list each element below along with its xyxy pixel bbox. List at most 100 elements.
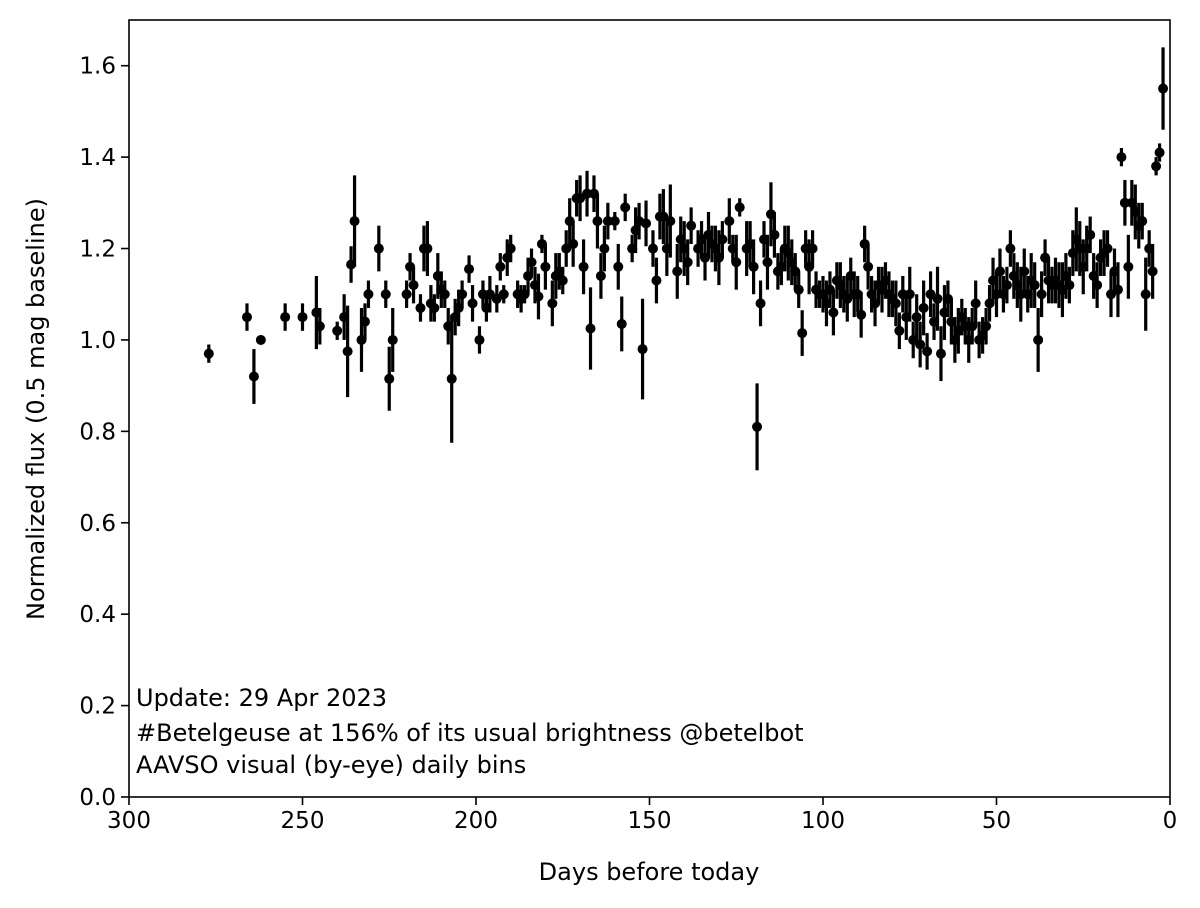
y-tick-label: 0.8 xyxy=(79,419,116,445)
point-marker xyxy=(498,289,509,300)
y-tick-label: 1.2 xyxy=(79,237,116,263)
data-point xyxy=(255,334,266,345)
data-point xyxy=(1036,271,1047,318)
data-point xyxy=(665,184,676,258)
point-marker xyxy=(755,298,766,309)
data-point xyxy=(613,243,624,290)
point-marker xyxy=(731,257,742,268)
data-point xyxy=(932,266,943,331)
point-marker xyxy=(665,216,676,227)
point-marker xyxy=(422,243,433,254)
point-marker xyxy=(373,243,384,254)
data-point xyxy=(748,239,759,295)
data-point xyxy=(540,243,551,290)
x-tick-label: 250 xyxy=(281,808,325,834)
point-marker xyxy=(970,298,981,309)
point-marker xyxy=(682,257,693,268)
y-tick-label: 0.6 xyxy=(79,511,116,537)
data-point xyxy=(241,303,252,331)
point-marker xyxy=(1116,152,1127,163)
data-point xyxy=(498,285,509,304)
data-point xyxy=(1151,157,1162,176)
data-point xyxy=(314,307,325,345)
data-point xyxy=(890,280,901,327)
x-axis-label: Days before today xyxy=(539,858,760,886)
data-point xyxy=(904,266,915,322)
data-point xyxy=(599,225,610,272)
data-point xyxy=(203,344,214,363)
point-marker xyxy=(401,289,412,300)
point-marker xyxy=(1005,243,1016,254)
data-point xyxy=(474,326,485,354)
point-marker xyxy=(686,220,697,231)
data-point xyxy=(457,280,468,308)
point-marker xyxy=(568,238,579,249)
data-point xyxy=(373,225,384,272)
axis-ticks: 300 250 200 150 100 50 0 0.0 0.2 0.4 0.6 0.8 1.0 1.2 1… xyxy=(79,54,1177,834)
data-point xyxy=(592,193,603,249)
x-tick-label: 200 xyxy=(454,808,498,834)
point-marker xyxy=(203,348,214,359)
point-marker xyxy=(911,312,922,323)
data-point xyxy=(911,294,922,340)
point-marker xyxy=(495,261,506,272)
data-point xyxy=(752,383,763,471)
data-point xyxy=(863,243,874,290)
point-marker xyxy=(429,302,440,313)
point-marker xyxy=(1102,243,1113,254)
data-point xyxy=(1147,243,1158,299)
point-marker xyxy=(981,321,992,332)
data-point xyxy=(647,230,658,267)
point-marker xyxy=(578,261,589,272)
point-marker xyxy=(717,234,728,245)
point-marker xyxy=(1140,289,1151,300)
point-marker xyxy=(1119,197,1130,208)
point-marker xyxy=(446,373,457,384)
point-marker xyxy=(890,298,901,309)
data-point xyxy=(349,175,360,267)
point-marker xyxy=(637,344,648,355)
data-point xyxy=(915,321,926,368)
point-marker xyxy=(918,302,929,313)
point-marker xyxy=(915,339,926,350)
data-point xyxy=(1154,143,1165,162)
point-marker xyxy=(359,316,370,327)
data-point xyxy=(464,255,475,283)
point-marker xyxy=(1151,161,1162,172)
point-marker xyxy=(557,275,568,286)
point-marker xyxy=(734,202,745,213)
point-marker xyxy=(894,325,905,336)
data-point xyxy=(717,221,728,258)
y-tick-label: 0.2 xyxy=(79,694,116,720)
data-point xyxy=(578,239,589,295)
point-marker xyxy=(595,270,606,281)
data-points xyxy=(203,47,1169,471)
point-marker xyxy=(828,307,839,318)
point-marker xyxy=(387,334,398,345)
data-point xyxy=(342,305,353,398)
y-tick-label: 1.0 xyxy=(79,328,116,354)
data-point xyxy=(582,170,593,217)
data-point xyxy=(970,280,981,327)
data-point xyxy=(568,221,579,267)
point-marker xyxy=(280,312,291,323)
data-point xyxy=(248,349,259,404)
point-marker xyxy=(616,318,627,329)
data-point xyxy=(682,239,693,286)
data-point xyxy=(439,280,450,308)
point-marker xyxy=(1137,216,1148,227)
point-marker xyxy=(1112,284,1123,295)
data-point xyxy=(1033,307,1044,372)
point-marker xyxy=(620,202,631,213)
data-point xyxy=(807,230,818,267)
x-tick-label: 0 xyxy=(1163,808,1178,834)
point-marker xyxy=(994,266,1005,277)
data-point xyxy=(408,266,419,304)
point-marker xyxy=(585,323,596,334)
data-point xyxy=(641,200,652,247)
point-marker xyxy=(457,289,468,300)
point-marker xyxy=(1019,266,1030,277)
point-marker xyxy=(1029,280,1040,291)
data-point xyxy=(557,266,568,295)
data-point xyxy=(637,298,648,400)
